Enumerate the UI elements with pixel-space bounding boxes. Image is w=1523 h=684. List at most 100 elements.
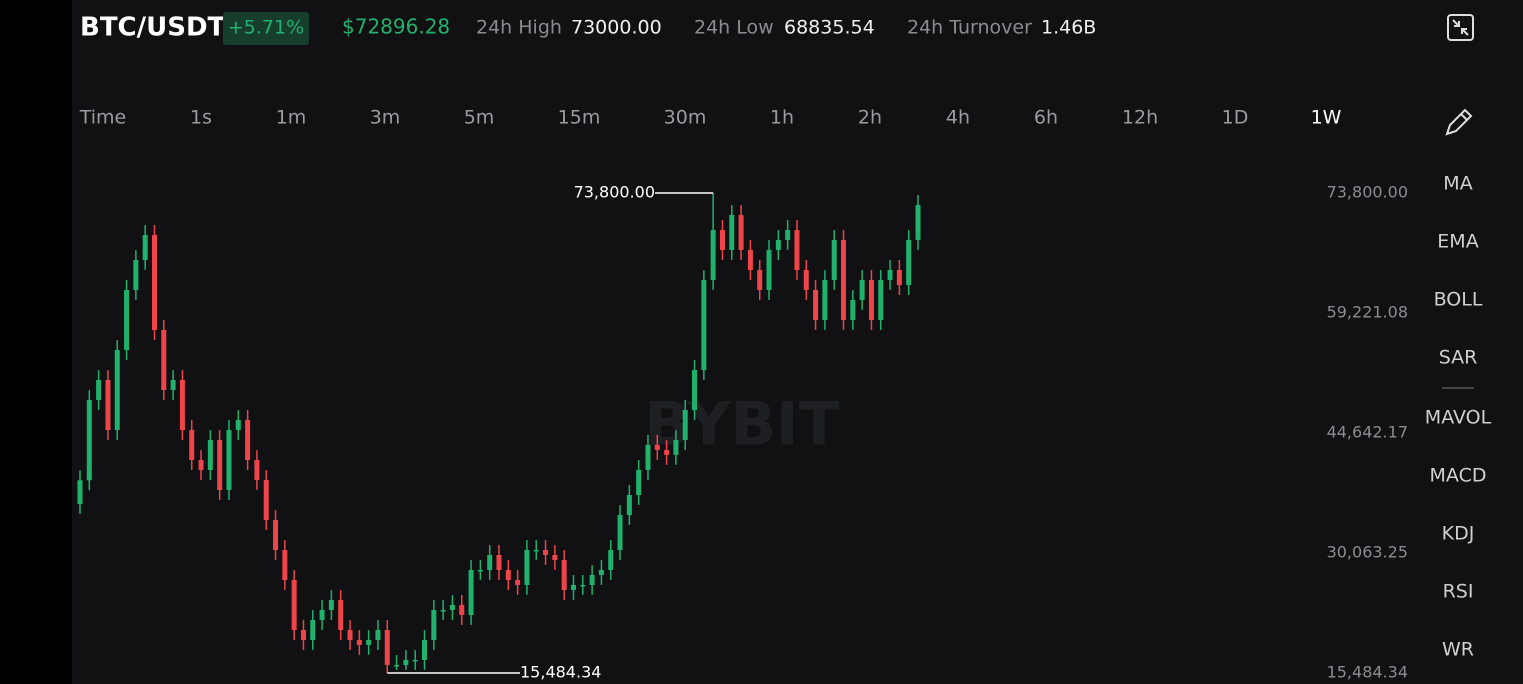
candle-body [496, 555, 502, 570]
candle-body [570, 584, 576, 590]
candle-body [515, 580, 521, 585]
y-tick-label: 30,063.25 [1327, 543, 1408, 562]
candle-body [273, 520, 279, 550]
candle-body [384, 629, 390, 665]
timeframe[interactable]: 1W [1311, 107, 1342, 129]
candle-body [412, 659, 418, 662]
timeframe[interactable]: 12h [1122, 107, 1158, 129]
candle-body [589, 575, 595, 585]
candle-body [785, 230, 791, 240]
candle-body [431, 609, 437, 641]
candle-body [235, 420, 241, 430]
chart-background [72, 0, 1523, 684]
high: 73000.00 [571, 17, 662, 39]
candle-body [124, 289, 130, 351]
indicator[interactable]: MAVOL [1425, 407, 1492, 429]
timeframe[interactable]: 1h [770, 107, 794, 129]
indicator[interactable]: BOLL [1434, 289, 1483, 311]
timeframe[interactable]: 1s [190, 107, 212, 129]
candle-body [906, 239, 912, 286]
candle-body [859, 280, 865, 301]
candle-body [133, 260, 139, 290]
timeframe[interactable]: 2h [858, 107, 882, 129]
pair[interactable]: BTC/USDT [80, 13, 226, 43]
candle-body [86, 400, 92, 481]
candle-body [729, 214, 735, 250]
candle-body [487, 555, 493, 570]
candle-body [366, 640, 372, 645]
candle-body [170, 380, 176, 390]
candle-body [375, 629, 381, 641]
change-badge [223, 12, 309, 45]
timeframe[interactable]: 3m [370, 107, 401, 129]
candle-body [394, 664, 400, 667]
collapse-icon[interactable] [1447, 14, 1474, 41]
candle-body [710, 230, 716, 281]
candle-body [701, 280, 707, 371]
candle-body [207, 440, 213, 470]
timeframe[interactable]: 5m [464, 107, 495, 129]
timeframe[interactable]: 1D [1222, 107, 1249, 129]
indicator[interactable]: RSI [1443, 581, 1474, 603]
candle-body [757, 269, 763, 290]
candle-body [263, 480, 269, 521]
candle-body [608, 549, 614, 570]
candle-body [179, 380, 185, 430]
indicator[interactable]: MA [1443, 173, 1472, 195]
candle-body [254, 460, 260, 481]
candle-body [328, 600, 334, 610]
timeframe[interactable]: 30m [664, 107, 707, 129]
candle-body [226, 429, 232, 490]
candle-body [96, 380, 102, 401]
candle-body [217, 440, 223, 490]
turnover-label: 24h Turnover [907, 17, 1032, 39]
indicator[interactable]: EMA [1437, 231, 1478, 253]
y-tick-label: 44,642.17 [1327, 423, 1408, 442]
candle-body [766, 249, 772, 290]
candle-body [803, 269, 809, 290]
candle-body [673, 440, 679, 455]
candle-body [645, 444, 651, 470]
candle-body [654, 444, 660, 450]
candle-body [245, 420, 251, 461]
candle-body [468, 569, 474, 616]
candle-body [533, 549, 539, 552]
indicator[interactable]: SAR [1439, 347, 1478, 369]
indicator[interactable]: KDJ [1442, 523, 1475, 545]
candle-body [915, 205, 921, 240]
candle-body [449, 604, 455, 610]
candle-body [626, 494, 632, 515]
candle-body [319, 609, 325, 621]
indicator[interactable]: WR [1442, 639, 1474, 661]
indicator[interactable]: MACD [1430, 465, 1487, 487]
candle-body [161, 329, 167, 390]
turnover: 1.46B [1041, 17, 1096, 39]
candle-body [347, 629, 353, 641]
timeframe[interactable]: 1m [276, 107, 307, 129]
candle-body [524, 549, 530, 585]
candle-body [561, 560, 567, 590]
candle-body [617, 514, 623, 550]
draw-icon[interactable] [1445, 108, 1473, 136]
candle-body [831, 239, 837, 281]
candle-body [813, 289, 819, 321]
candle-body [189, 429, 195, 461]
timeframe[interactable]: Time [79, 107, 127, 129]
timeframe[interactable]: 15m [558, 107, 601, 129]
y-tick-label: 59,221.08 [1327, 303, 1408, 322]
candle-body [794, 230, 800, 270]
candle-body [822, 280, 828, 321]
y-tick-label: 15,484.34 [1327, 663, 1408, 682]
candle-body [664, 449, 670, 455]
candle-body [747, 249, 753, 270]
timeframe[interactable]: 6h [1034, 107, 1058, 129]
candle-body [878, 280, 884, 321]
candle-body [692, 370, 698, 410]
candle-body [580, 584, 586, 587]
candle-body [282, 549, 288, 581]
timeframe[interactable]: 4h [946, 107, 970, 129]
y-tick-label: 73,800.00 [1327, 183, 1408, 202]
candle-body [300, 629, 306, 641]
candle-body [77, 480, 83, 505]
